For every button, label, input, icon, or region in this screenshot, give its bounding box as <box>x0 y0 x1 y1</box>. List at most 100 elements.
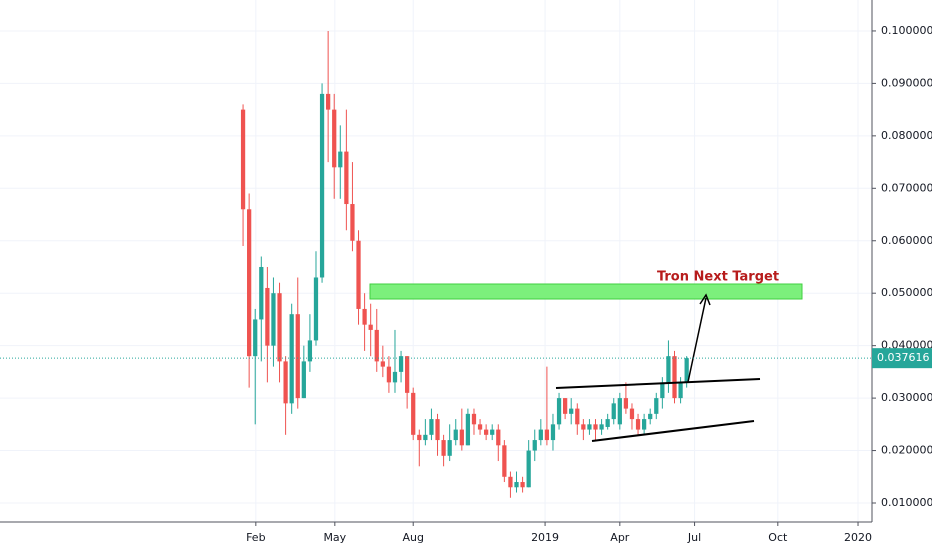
last-price-box <box>872 348 932 369</box>
candle-body <box>550 424 556 441</box>
candle-body <box>635 419 641 430</box>
x-tick-label: Aug <box>402 531 423 544</box>
x-tick-label: May <box>323 531 346 544</box>
candle-body <box>520 482 525 488</box>
candle-body <box>423 434 428 441</box>
candle-body <box>313 277 319 341</box>
candle-body <box>362 308 367 325</box>
candle-body <box>435 419 440 441</box>
candle-body <box>277 293 282 362</box>
candle-body <box>350 204 355 241</box>
candle-body <box>514 482 519 488</box>
candle-body <box>654 398 659 414</box>
candle-body <box>289 314 294 404</box>
candle-body <box>332 109 337 168</box>
candle-body <box>392 371 398 383</box>
candle-body <box>526 450 531 488</box>
candle-body <box>496 429 501 446</box>
candle-body <box>484 429 489 435</box>
candle-body <box>599 424 604 430</box>
candle-body <box>678 382 683 399</box>
candle-body <box>411 392 416 435</box>
candle-body <box>319 93 325 278</box>
y-tick-label: 0.090000 <box>881 76 932 89</box>
last-price-label: 0.037616 <box>877 351 930 364</box>
candle-body <box>502 445 507 477</box>
candle-body <box>253 319 258 357</box>
candle-body <box>386 366 392 383</box>
candle-body <box>453 429 458 441</box>
x-tick-label: Jul <box>687 531 701 544</box>
candle-body <box>587 424 592 430</box>
candle-body <box>617 398 622 425</box>
candle-body <box>301 361 306 399</box>
candle-body <box>326 93 331 110</box>
candle-body <box>380 361 385 367</box>
candle-body <box>307 340 313 362</box>
candle-body <box>429 419 434 435</box>
candle-body <box>471 413 477 425</box>
candle-body <box>271 293 276 346</box>
candle-body <box>356 240 361 309</box>
y-tick-label: 0.100000 <box>881 24 932 37</box>
candle-body <box>368 324 373 330</box>
candle-body <box>338 151 343 168</box>
x-tick-label: Apr <box>610 531 630 544</box>
candle-body <box>283 361 288 404</box>
y-tick-label: 0.030000 <box>881 391 932 404</box>
candle-body <box>490 429 495 435</box>
arrow-head <box>699 293 711 306</box>
candle-body <box>265 287 270 346</box>
candle-body <box>660 382 665 399</box>
candle-body <box>605 419 610 427</box>
candle-body <box>569 408 574 414</box>
candle-body <box>398 356 404 372</box>
candle-body <box>684 358 689 383</box>
candle-body <box>508 476 513 488</box>
candle-body <box>593 424 598 430</box>
candle-body <box>623 398 629 409</box>
x-tick-label: Feb <box>246 531 265 544</box>
y-tick-label: 0.070000 <box>881 181 932 194</box>
candle-body <box>374 329 379 362</box>
candle-body <box>563 398 568 414</box>
candle-body <box>405 356 410 393</box>
y-tick-label: 0.060000 <box>881 234 932 247</box>
resistance-line <box>555 378 761 389</box>
candle-body <box>629 408 635 420</box>
target-zone <box>369 283 803 300</box>
y-tick-label: 0.050000 <box>881 286 932 299</box>
candle-body <box>441 440 446 456</box>
candle-body <box>447 440 452 456</box>
candle-body <box>666 356 671 383</box>
y-tick-label: 0.010000 <box>881 496 932 509</box>
candle-body <box>648 413 653 420</box>
support-line <box>591 420 755 442</box>
candle-body <box>477 424 483 430</box>
candle-body <box>556 398 562 425</box>
candle-body <box>641 419 647 430</box>
y-tick-label: 0.080000 <box>881 129 932 142</box>
x-tick-label: 2019 <box>531 531 559 544</box>
candle-body <box>611 403 616 420</box>
candle-body <box>672 356 677 399</box>
candle-body <box>240 109 246 210</box>
candle-body <box>538 429 543 441</box>
y-tick-label: 0.020000 <box>881 444 932 457</box>
candle-body <box>259 266 264 320</box>
x-tick-label: 2020 <box>844 531 872 544</box>
candle-body <box>459 429 464 446</box>
candle-body <box>581 424 586 430</box>
candle-body <box>344 151 349 205</box>
target-arrow <box>687 297 707 383</box>
candle-body <box>532 440 537 451</box>
candle-body <box>575 408 580 425</box>
annotation: Tron Next Target <box>657 270 779 285</box>
candle-body <box>247 209 252 357</box>
candle-body <box>465 413 471 446</box>
candle-body <box>544 429 550 441</box>
candle-body <box>417 434 422 441</box>
x-tick-label: Oct <box>768 531 788 544</box>
candle-body <box>295 314 300 399</box>
